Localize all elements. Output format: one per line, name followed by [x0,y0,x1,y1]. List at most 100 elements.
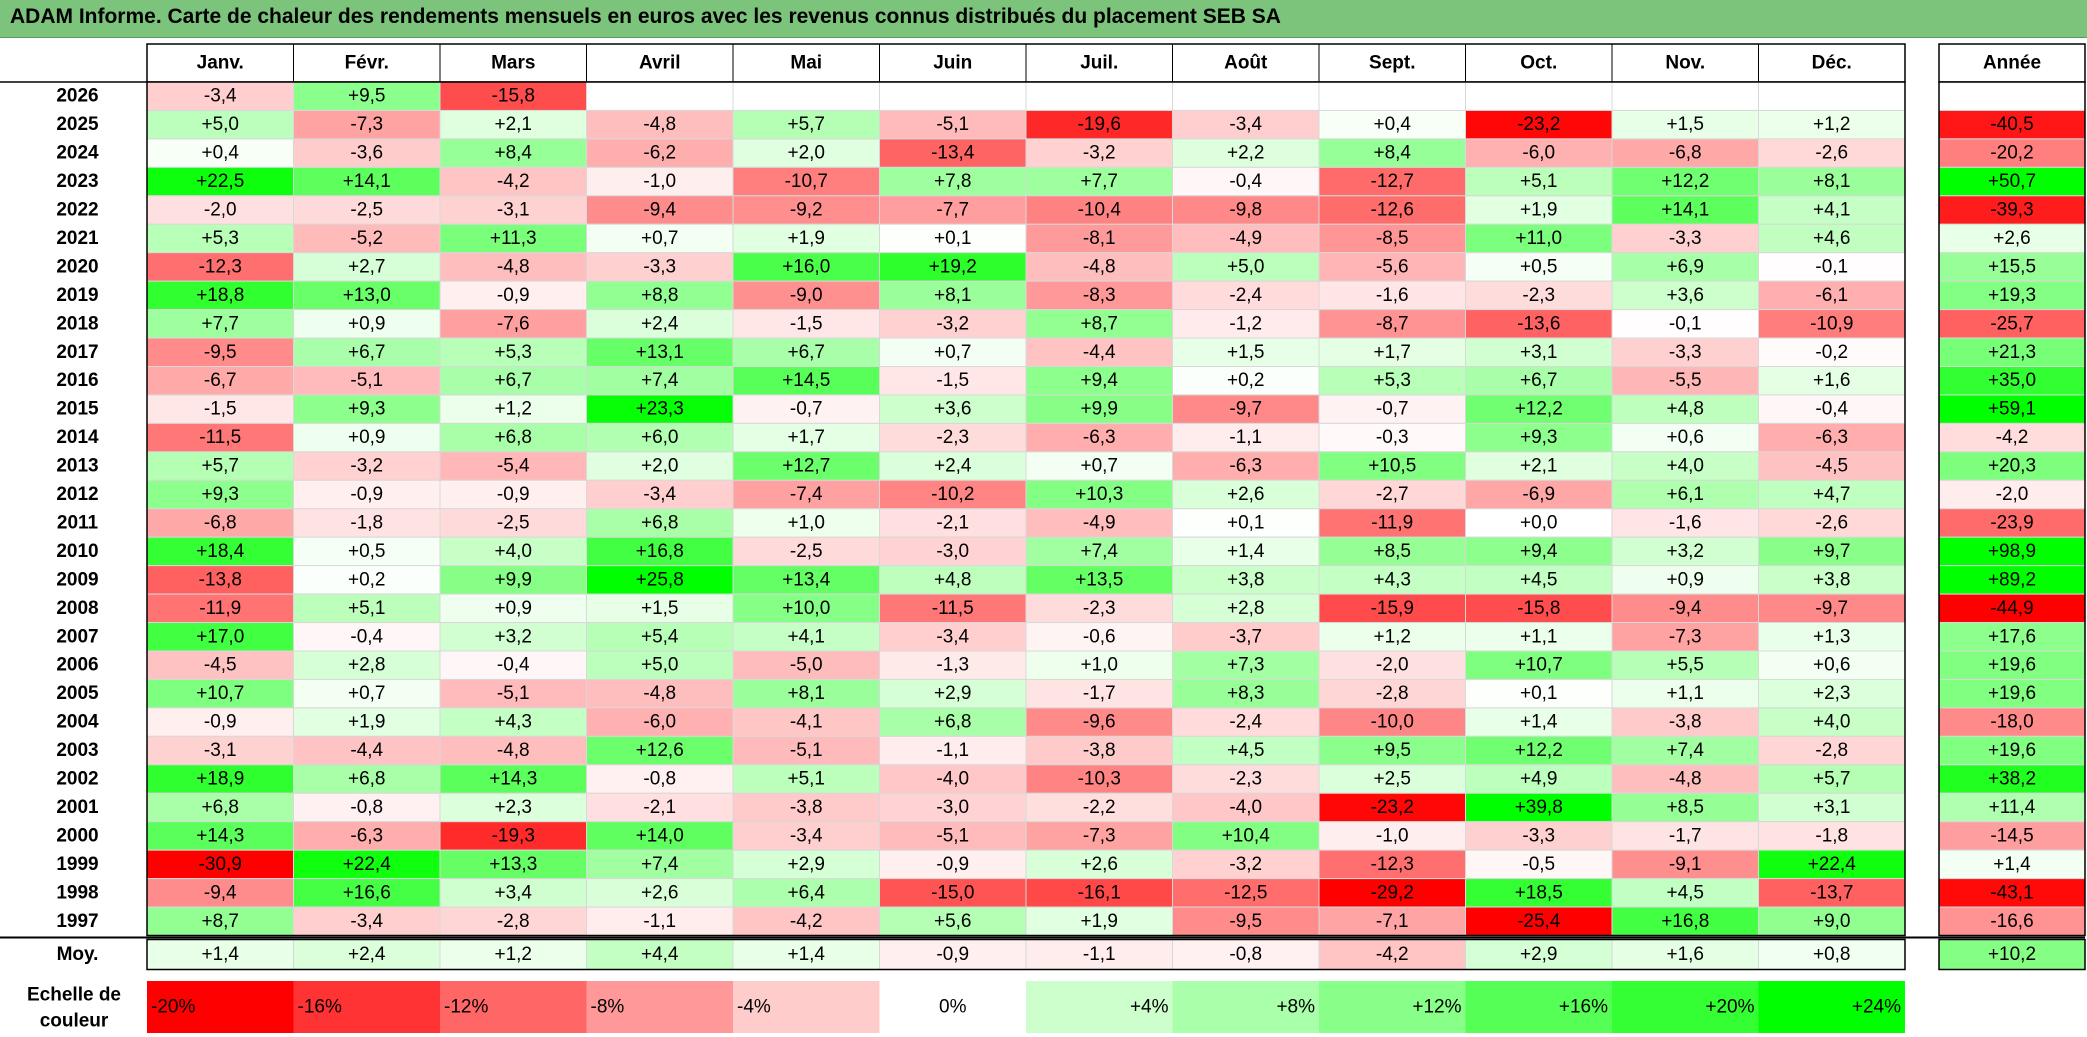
cell-value: +14,5 [782,370,830,391]
heat-cell [293,622,441,652]
cell-value: +0,1 [1520,683,1558,704]
heat-cell [1611,650,1759,680]
heat-cell [1465,394,1613,424]
annual-value: +20,3 [1988,456,2036,477]
cell-value: +5,0 [641,655,679,676]
cell-value: -2,7 [1376,484,1409,505]
heat-cell [1611,565,1759,595]
cell-value: +2,8 [348,655,386,676]
year-label: 2026 [56,86,98,107]
cell-value: -3,4 [1229,114,1262,135]
cell-value: -11,9 [199,598,241,619]
cell-value: +8,3 [1227,683,1265,704]
cell-value: +2,4 [641,313,679,334]
heat-cell [1318,849,1466,880]
heat-cell [146,764,294,794]
cell-value: -5,1 [350,370,383,391]
cell-value: -1,5 [790,313,823,334]
cell-value: -6,3 [1083,427,1116,448]
cell-value: +1,2 [1373,626,1411,647]
heat-cell [586,195,734,225]
color-scale-stop-label: +4% [1130,997,1169,1018]
cell-value: +0,7 [1080,456,1118,477]
annual-value: +11,4 [1989,797,2036,818]
cell-value: -2,5 [790,541,823,562]
cell-value: -3,0 [936,541,969,562]
heat-cell [146,849,294,880]
cell-value: -9,6 [1083,712,1116,733]
cell-value: +2,6 [1227,484,1265,505]
heat-cell [1318,81,1466,111]
cell-value: -2,6 [1815,512,1848,533]
heat-cell [293,792,441,823]
cell-value: +14,1 [343,171,391,192]
heat-cell [1611,394,1759,424]
heat-cell [1172,195,1320,225]
heat-cell [732,81,880,111]
annual-value: +21,3 [1988,342,2036,363]
cell-value: +1,2 [1813,114,1851,135]
heat-cell [586,622,734,652]
cell-value: -7,1 [1376,911,1409,932]
cell-value: -3,2 [1229,854,1262,875]
year-label: 2012 [56,484,98,505]
annual-cell [1938,109,2086,140]
heat-cell [439,707,587,737]
cell-value: -1,7 [1083,683,1116,704]
heat-cell [293,195,441,225]
cell-value: +6,9 [1666,256,1704,277]
cell-value: +0,4 [201,143,239,164]
cell-value: -7,3 [1669,626,1702,647]
cell-value: +9,9 [1080,399,1118,420]
heat-cell [1611,622,1759,652]
heat-cell [1172,223,1320,254]
heat-cell [732,565,880,595]
color-scale-stop-label: -12% [444,997,488,1018]
heat-cell [439,821,587,851]
cell-value: +10,3 [1075,484,1123,505]
cell-value: -2,0 [1376,655,1409,676]
cell-value: -1,8 [1815,825,1848,846]
cell-value: +4,3 [1373,569,1411,590]
cell-value: +0,4 [1373,114,1411,135]
heat-cell [1758,195,1906,225]
cell-value: -3,8 [790,797,823,818]
cell-value: +1,9 [1080,911,1118,932]
heat-cell [586,280,734,311]
heat-cell [293,650,441,680]
cell-value: +8,7 [1080,313,1118,334]
cell-value: +4,1 [787,626,825,647]
heat-cell [732,479,880,510]
cell-value: +16,8 [636,541,684,562]
annual-value: +1,4 [1993,854,2031,875]
cell-value: +0,6 [1813,655,1851,676]
heat-cell [879,707,1027,737]
cell-value: -8,5 [1376,228,1409,249]
cell-value: +7,4 [641,854,679,875]
cell-value: -11,5 [199,427,241,448]
cell-value: -0,6 [1083,626,1116,647]
cell-value: +0,2 [348,569,386,590]
heat-cell [1758,223,1906,254]
heat-cell [879,394,1027,424]
heat-cell [439,508,587,538]
heat-cell [439,280,587,311]
year-label: 2008 [56,598,98,619]
annual-header: Année [1983,53,2041,74]
cell-value: +13,3 [489,854,537,875]
cell-value: -16,1 [1078,882,1121,903]
heat-cell [879,451,1027,481]
average-value: +0,8 [1813,944,1851,965]
cell-value: -1,8 [350,512,383,533]
color-scale-swatch [733,981,880,1033]
annual-cell [1938,565,2086,595]
cell-value: -12,6 [1371,200,1414,221]
average-value: +4,4 [641,944,679,965]
heat-cell [1758,280,1906,311]
cell-value: -4,8 [497,256,530,277]
heat-cell [586,109,734,140]
heat-cell [1465,109,1613,140]
average-value: +1,4 [201,944,239,965]
cell-value: -3,8 [1669,712,1702,733]
heat-cell [293,309,441,339]
